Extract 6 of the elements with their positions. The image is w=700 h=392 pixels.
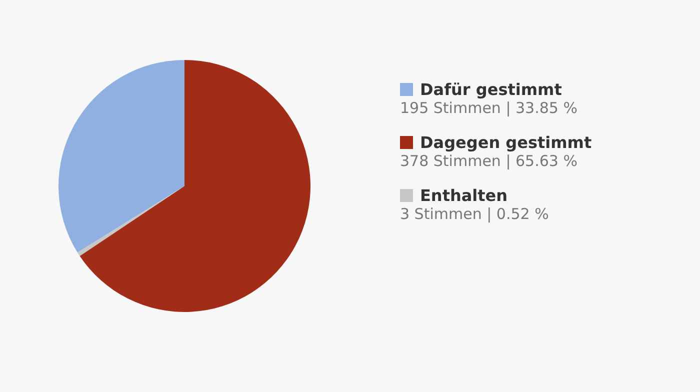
data-label: 378 Stimmen | 65.63 % [400, 152, 578, 170]
legend-label: Enthalten [420, 186, 508, 205]
data-label: 3 Stimmen | 0.52 % [400, 205, 550, 223]
legend-label: Dafür gestimmt [420, 80, 562, 99]
data-label: 195 Stimmen | 33.85 % [400, 99, 578, 117]
legend-label: Dagegen gestimmt [420, 133, 592, 152]
